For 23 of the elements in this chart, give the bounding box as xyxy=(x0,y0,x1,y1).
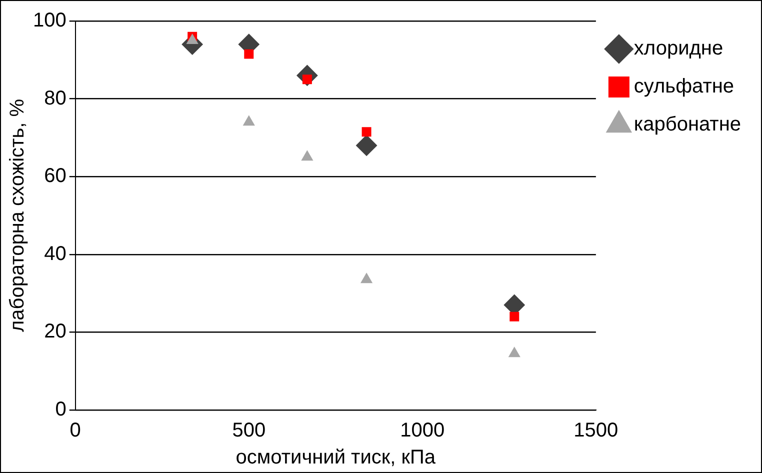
y-axis-title: лабораторна схожість, % xyxy=(6,98,29,332)
legend-label: хлоридне xyxy=(634,38,724,60)
y-tick-label: 100 xyxy=(32,10,66,32)
point xyxy=(301,150,313,161)
x-axis-title: осмотичний тиск, кПа xyxy=(236,446,436,469)
x-tick-label: 1500 xyxy=(574,420,618,442)
point xyxy=(362,127,372,137)
y-tick-label: 20 xyxy=(44,320,66,343)
x-tick-label: 0 xyxy=(70,420,81,442)
y-tick-label: 60 xyxy=(44,165,66,188)
point xyxy=(360,273,372,284)
point xyxy=(243,116,255,126)
x-tick-label: 1000 xyxy=(400,420,445,442)
y-tick-label: 80 xyxy=(44,87,66,110)
point xyxy=(244,49,254,59)
point xyxy=(508,347,520,358)
point xyxy=(356,134,378,156)
point xyxy=(510,312,520,322)
legend-label: сульфатне xyxy=(634,76,734,98)
y-tick-label: 40 xyxy=(44,242,66,265)
y-tick-label: 0 xyxy=(55,398,66,421)
legend-label: карбонатне xyxy=(634,114,742,136)
x-tick-label: 500 xyxy=(232,420,266,442)
